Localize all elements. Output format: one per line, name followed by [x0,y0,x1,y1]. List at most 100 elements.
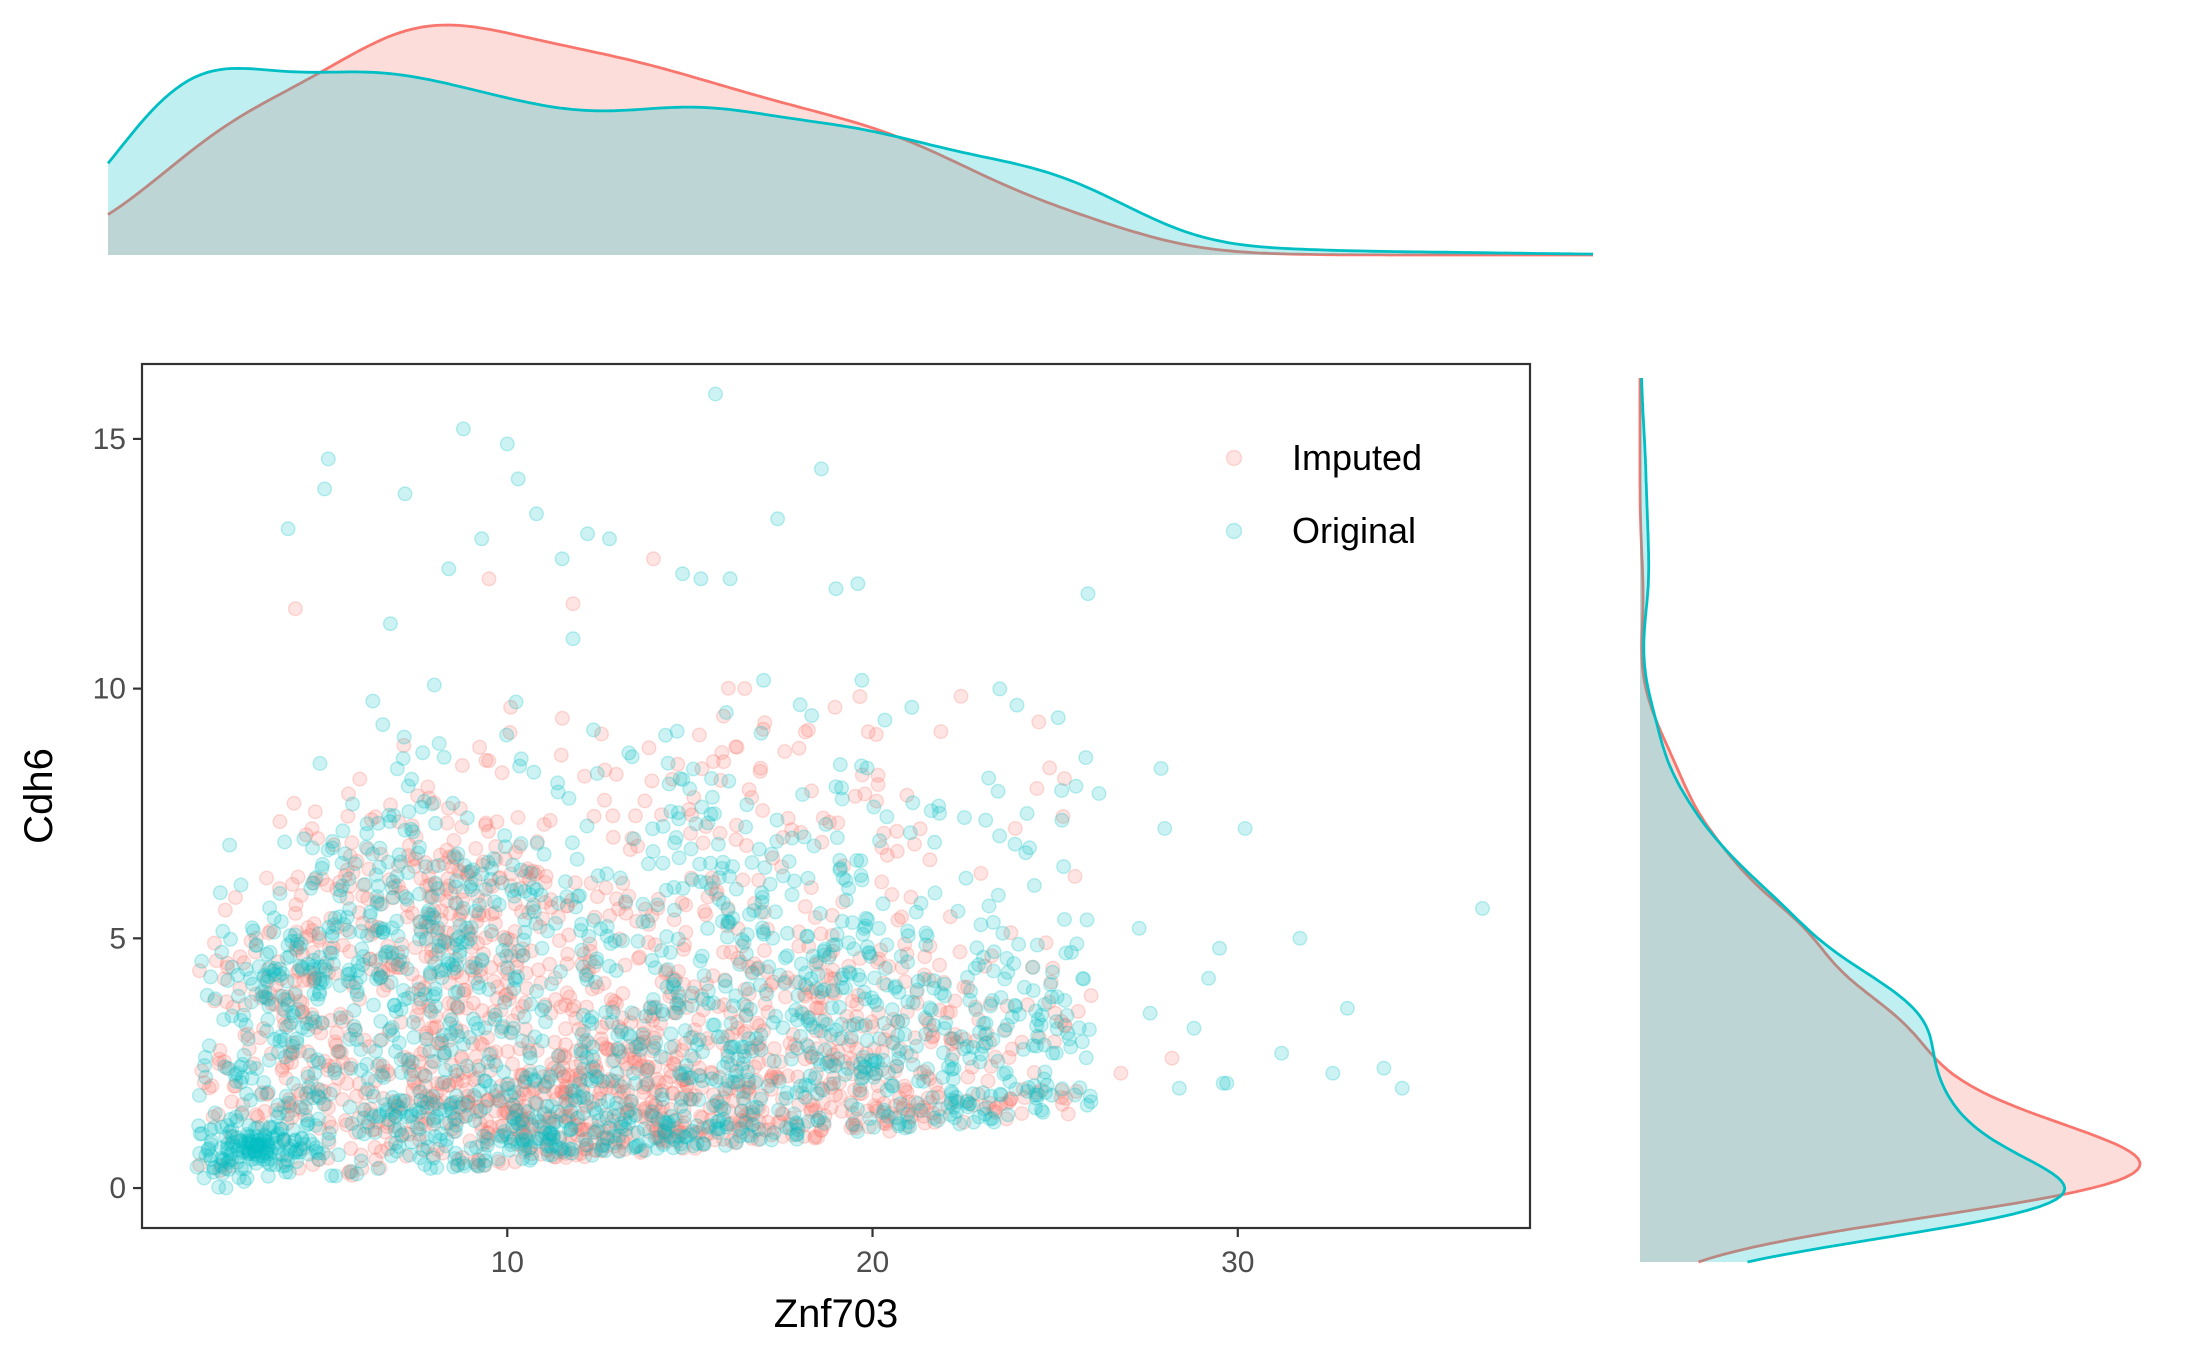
scatter-point-imputed [1031,714,1047,730]
scatter-point-imputed [922,852,938,868]
scatter-point-original [517,912,533,928]
scatter-point-imputed [405,1082,421,1098]
scatter-point-imputed [223,1158,239,1174]
scatter-point-imputed [514,1113,530,1129]
scatter-point-imputed [420,998,436,1014]
scatter-point-original [396,729,412,745]
scatter-point-imputed [468,871,484,887]
scatter-point-imputed [425,1147,441,1163]
scatter-point-imputed [413,1092,429,1108]
scatter-point-imputed [284,1055,300,1071]
scatter-point-imputed [505,1096,521,1112]
scatter-point-imputed [638,1100,654,1116]
scatter-point-imputed [377,1124,393,1140]
scatter-point-imputed [321,964,337,980]
scatter-point-imputed [553,1065,569,1081]
scatter-point-imputed [649,1025,665,1041]
scatter-point-imputed [428,1085,444,1101]
scatter-point-imputed [558,1078,574,1094]
scatter-point-imputed [593,1081,609,1097]
scatter-point-original [397,486,413,502]
scatter-point-original [702,855,718,871]
scatter-point-imputed [397,1093,413,1109]
scatter-point-original [430,858,446,874]
scatter-point-original [384,880,400,896]
scatter-point-imputed [430,925,446,941]
scatter-point-imputed [619,1105,635,1121]
scatter-point-imputed [304,1007,320,1023]
scatter-point-imputed [268,997,284,1013]
scatter-point-imputed [294,1004,310,1020]
scatter-point-imputed [654,974,670,990]
scatter-point-imputed [201,1080,217,1096]
scatter-point-original [467,1113,483,1129]
scatter-point-original [756,672,772,688]
top-density-area-imputed [108,25,1593,255]
scatter-point-imputed [413,982,429,998]
scatter-point-imputed [385,890,401,906]
scatter-point-original [658,882,674,898]
scatter-point-imputed [454,1150,470,1166]
scatter-point-original [718,978,734,994]
scatter-point-imputed [814,1122,830,1138]
scatter-point-original [425,1088,441,1104]
scatter-point-original [800,870,816,886]
scatter-point-imputed [638,1072,654,1088]
scatter-point-imputed [560,1136,576,1152]
scatter-point-imputed [448,1094,464,1110]
scatter-point-imputed [352,771,368,787]
scatter-point-original [624,1005,640,1021]
scatter-point-original [272,886,288,902]
scatter-point-original [194,953,210,969]
scatter-point-imputed [451,911,467,927]
scatter-point-imputed [917,1115,933,1131]
scatter-point-original [529,983,545,999]
scatter-point-original [459,810,475,826]
scatter-point-imputed [279,1055,295,1071]
scatter-point-imputed [274,1062,290,1078]
scatter-point-original [343,1164,359,1180]
scatter-point-original [353,1042,369,1058]
scatter-point-imputed [613,1021,629,1037]
scatter-point-imputed [500,974,516,990]
scatter-point-imputed [557,997,573,1013]
scatter-point-imputed [217,902,233,918]
scatter-point-imputed [433,912,449,928]
scatter-point-imputed [460,1094,476,1110]
scatter-point-imputed [283,1095,299,1111]
scatter-point-original [739,797,755,813]
scatter-point-original [212,885,228,901]
scatter-point-original [1171,1080,1187,1096]
scatter-point-imputed [287,905,303,921]
scatter-point-imputed [849,1041,865,1057]
scatter-point-original [749,1099,765,1115]
scatter-point-original [920,1061,936,1077]
scatter-point-imputed [277,1016,293,1032]
scatter-point-imputed [375,1090,391,1106]
scatter-point-original [981,898,997,914]
scatter-point-imputed [446,833,462,849]
scatter-point-original [332,1010,348,1026]
scatter-point-imputed [501,1129,517,1145]
scatter-point-imputed [375,1064,391,1080]
scatter-point-original [517,924,533,940]
scatter-point-original [976,1101,992,1117]
scatter-point-original [1028,1038,1044,1054]
scatter-point-imputed [210,1107,226,1123]
scatter-point-imputed [339,1117,355,1133]
scatter-point-imputed [288,940,304,956]
scatter-point-original [746,903,762,919]
scatter-point-imputed [514,1067,530,1083]
scatter-point-original [683,1091,699,1107]
scatter-point-imputed [648,1098,664,1114]
scatter-point-original [744,855,760,871]
scatter-point-original [775,1020,791,1036]
scatter-point-imputed [268,1102,284,1118]
scatter-point-imputed [241,1041,257,1057]
scatter-point-imputed [412,921,428,937]
scatter-point-imputed [223,1128,239,1144]
scatter-point-imputed [328,1037,344,1053]
scatter-point-imputed [406,858,422,874]
scatter-point-imputed [446,1124,462,1140]
scatter-point-imputed [676,941,692,957]
